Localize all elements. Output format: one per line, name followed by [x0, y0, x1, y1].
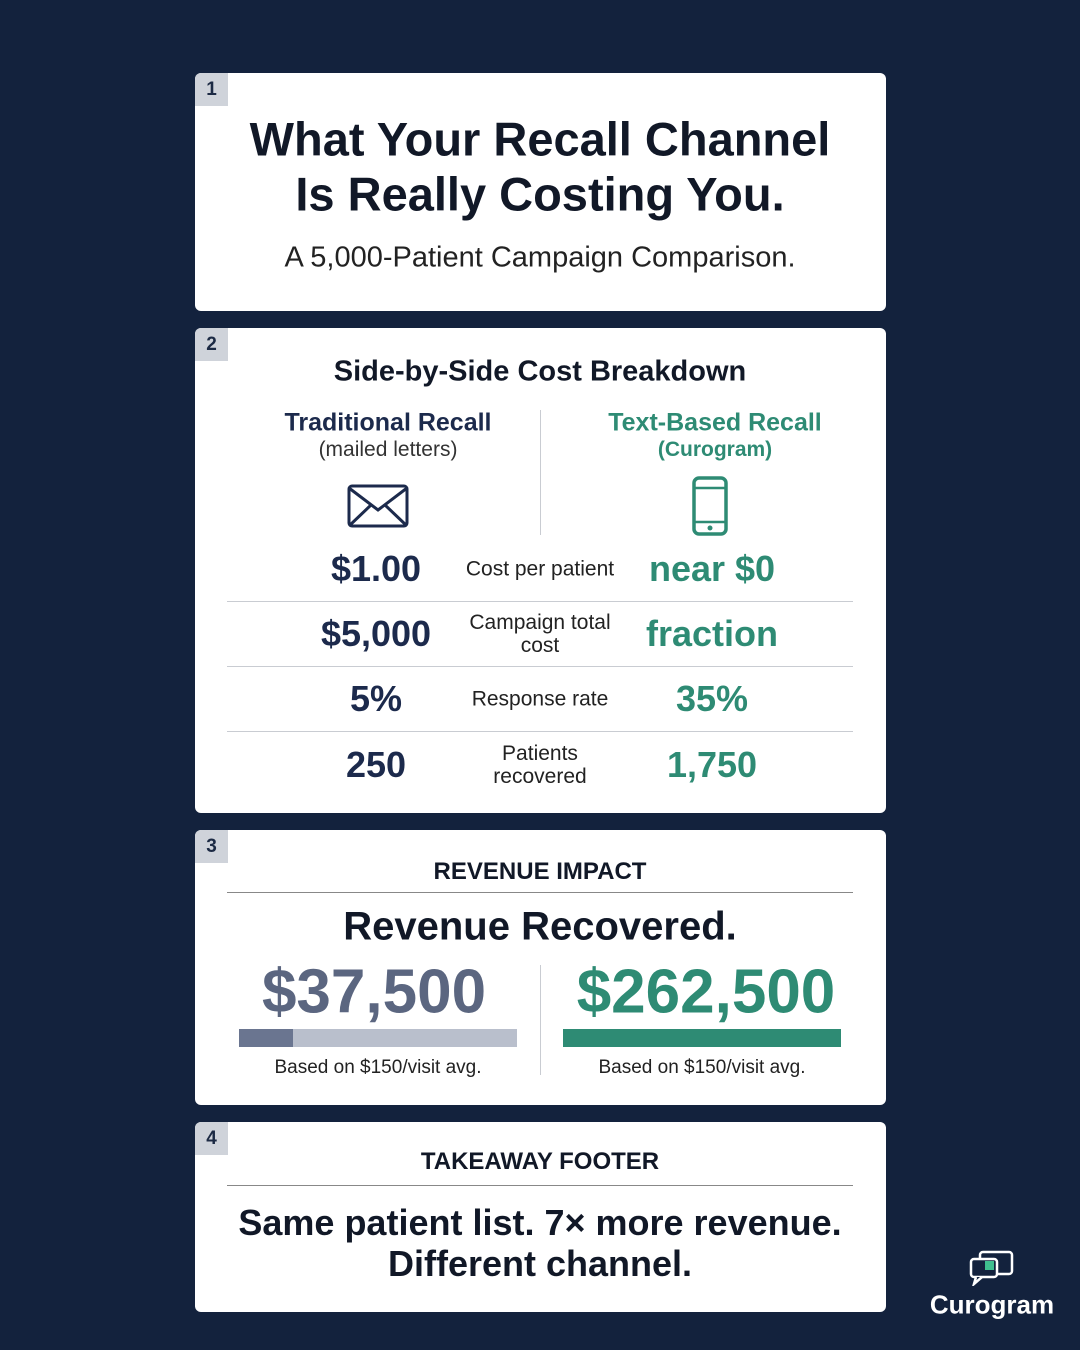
- logo-text: Curogram: [929, 1289, 1055, 1320]
- section-label: TAKEAWAY FOOTER: [420, 1148, 660, 1175]
- card: [195, 1122, 886, 1312]
- column-title: Text-Based Recall: [608, 408, 822, 437]
- phone-icon: [692, 476, 728, 536]
- section-heading: Revenue Recovered.: [343, 904, 737, 949]
- rule: [227, 892, 853, 893]
- section-badge: 1: [195, 73, 228, 106]
- divider: [540, 410, 541, 535]
- card: [195, 328, 886, 813]
- title-line: Is Really Costing You.: [295, 167, 785, 221]
- title-line: What Your Recall Channel: [249, 112, 831, 166]
- column-title: Traditional Recall: [284, 408, 492, 437]
- caption: Based on $150/visit avg.: [274, 1057, 482, 1078]
- left-value: 250: [345, 744, 407, 785]
- right-value: 35%: [675, 678, 749, 719]
- right-value: 1,750: [666, 744, 758, 785]
- row-label: Response rate: [471, 687, 609, 711]
- row-label: Campaign total cost: [469, 611, 611, 657]
- envelope-icon: [347, 484, 409, 528]
- revenue-bar: [563, 1029, 841, 1047]
- section-badge: 4: [195, 1122, 228, 1155]
- subtitle: A 5,000-Patient Campaign Comparison.: [284, 241, 796, 274]
- revenue-value: $262,500: [576, 957, 836, 1027]
- divider: [540, 965, 541, 1075]
- takeaway-line: Different channel.: [387, 1243, 693, 1284]
- left-value: $1.00: [330, 548, 422, 589]
- card: [195, 73, 886, 311]
- section-badge: 3: [195, 830, 228, 863]
- rule: [227, 1185, 853, 1186]
- column-subtitle: (Curogram): [657, 438, 773, 461]
- row-rule: [227, 666, 853, 667]
- row-label: Cost per patient: [465, 557, 615, 581]
- left-value: $5,000: [320, 613, 432, 654]
- revenue-bar: [239, 1029, 293, 1047]
- takeaway-line: Same patient list. 7× more revenue.: [238, 1202, 842, 1243]
- revenue-bar-track: [239, 1029, 517, 1047]
- column-subtitle: (mailed letters): [318, 438, 458, 461]
- row-rule: [227, 731, 853, 732]
- row-label: Patients recovered: [493, 742, 587, 788]
- section-badge: 2: [195, 328, 228, 361]
- right-value: near $0: [648, 548, 776, 589]
- left-value: 5%: [349, 678, 403, 719]
- section-label: REVENUE IMPACT: [433, 858, 647, 885]
- section-heading: Side-by-Side Cost Breakdown: [333, 355, 747, 388]
- logo-icon: [969, 1250, 1014, 1286]
- right-value: fraction: [645, 613, 779, 654]
- caption: Based on $150/visit avg.: [598, 1057, 806, 1078]
- row-rule: [227, 601, 853, 602]
- revenue-value: $37,500: [261, 957, 487, 1027]
